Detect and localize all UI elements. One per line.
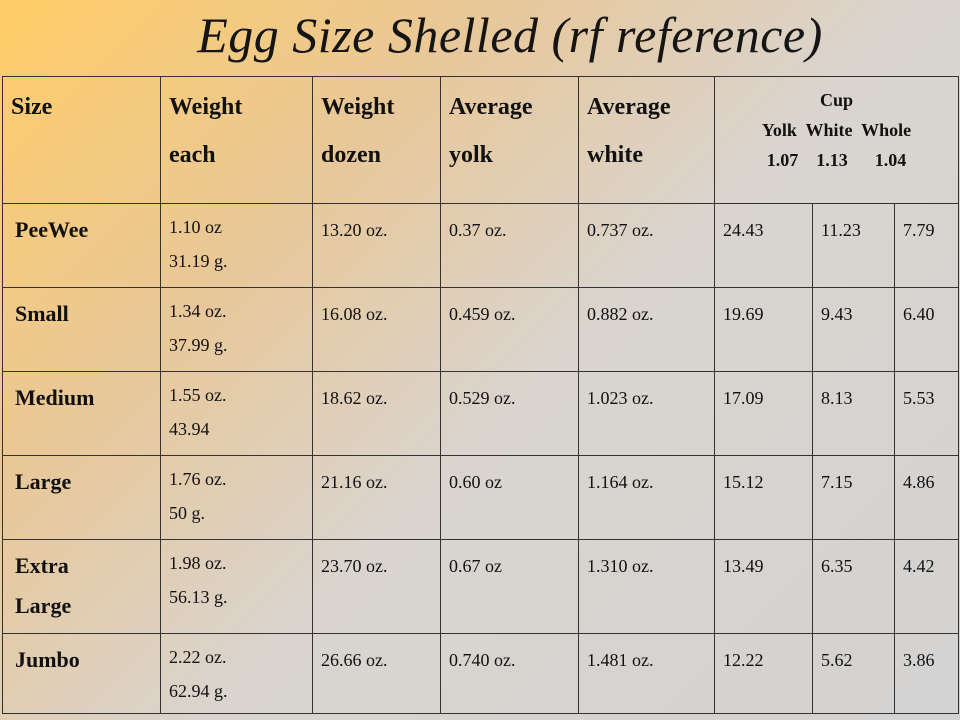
cup-yolk-cell: 24.43 bbox=[714, 203, 813, 288]
header-weight-dozen: Weight dozen bbox=[312, 76, 441, 204]
table-row: Medium 1.55 oz. 43.94 18.62 oz. 0.529 oz.… bbox=[2, 371, 959, 456]
header-average-yolk: Average yolk bbox=[440, 76, 579, 204]
weight-dozen-cell: 21.16 oz. bbox=[312, 455, 441, 540]
size-cell: Small bbox=[2, 287, 161, 372]
weight-each-cell: 1.98 oz. 56.13 g. bbox=[160, 539, 313, 634]
cup-whole-cell: 6.40 bbox=[894, 287, 959, 372]
cup-whole-cell: 3.86 bbox=[894, 633, 959, 714]
cup-white-cell: 7.15 bbox=[812, 455, 895, 540]
avg-yolk-cell: 0.60 oz bbox=[440, 455, 579, 540]
cup-white-cell: 6.35 bbox=[812, 539, 895, 634]
cup-yolk-cell: 17.09 bbox=[714, 371, 813, 456]
avg-white-cell: 1.164 oz. bbox=[578, 455, 715, 540]
page-title: Egg Size Shelled (rf reference) bbox=[197, 7, 823, 63]
cup-yolk-cell: 15.12 bbox=[714, 455, 813, 540]
cup-white-cell: 5.62 bbox=[812, 633, 895, 714]
egg-size-table: Size Weight each Weight dozen Average yo… bbox=[2, 76, 959, 714]
cup-whole-cell: 4.86 bbox=[894, 455, 959, 540]
cup-whole-cell: 4.42 bbox=[894, 539, 959, 634]
weight-dozen-cell: 23.70 oz. bbox=[312, 539, 441, 634]
size-cell: Large bbox=[2, 455, 161, 540]
weight-each-cell: 1.10 oz 31.19 g. bbox=[160, 203, 313, 288]
avg-yolk-cell: 0.740 oz. bbox=[440, 633, 579, 714]
weight-each-cell: 1.76 oz. 50 g. bbox=[160, 455, 313, 540]
weight-dozen-cell: 13.20 oz. bbox=[312, 203, 441, 288]
table-row: Small 1.34 oz. 37.99 g. 16.08 oz. 0.459 o… bbox=[2, 287, 959, 372]
size-cell: Jumbo bbox=[2, 633, 161, 714]
cup-sub: Yolk White Whole bbox=[761, 120, 912, 140]
size-cell: PeeWee bbox=[2, 203, 161, 288]
size-cell: Extra Large bbox=[2, 539, 161, 634]
avg-yolk-cell: 0.529 oz. bbox=[440, 371, 579, 456]
avg-yolk-cell: 0.67 oz bbox=[440, 539, 579, 634]
cup-white-cell: 9.43 bbox=[812, 287, 895, 372]
header-cup: Cup Yolk White Whole 1.07 1.13 1.04 bbox=[714, 76, 959, 204]
cup-whole-cell: 5.53 bbox=[894, 371, 959, 456]
cup-label: Cup bbox=[819, 90, 854, 110]
cup-white-cell: 8.13 bbox=[812, 371, 895, 456]
weight-dozen-cell: 18.62 oz. bbox=[312, 371, 441, 456]
cup-yolk-cell: 12.22 bbox=[714, 633, 813, 714]
weight-each-cell: 1.55 oz. 43.94 bbox=[160, 371, 313, 456]
header-row: Size Weight each Weight dozen Average yo… bbox=[2, 76, 959, 204]
weight-each-cell: 1.34 oz. 37.99 g. bbox=[160, 287, 313, 372]
header-size: Size bbox=[2, 76, 161, 204]
avg-yolk-cell: 0.459 oz. bbox=[440, 287, 579, 372]
avg-white-cell: 0.882 oz. bbox=[578, 287, 715, 372]
table-row: Jumbo 2.22 oz. 62.94 g. 26.66 oz. 0.740 o… bbox=[2, 633, 959, 714]
weight-dozen-cell: 16.08 oz. bbox=[312, 287, 441, 372]
table-row: PeeWee 1.10 oz 31.19 g. 13.20 oz. 0.37 oz… bbox=[2, 203, 959, 288]
avg-white-cell: 0.737 oz. bbox=[578, 203, 715, 288]
weight-dozen-cell: 26.66 oz. bbox=[312, 633, 441, 714]
avg-white-cell: 1.481 oz. bbox=[578, 633, 715, 714]
avg-yolk-cell: 0.37 oz. bbox=[440, 203, 579, 288]
cup-white-cell: 11.23 bbox=[812, 203, 895, 288]
table-row: Large 1.76 oz. 50 g. 21.16 oz. 0.60 oz 1.… bbox=[2, 455, 959, 540]
cup-values: 1.07 1.13 1.04 bbox=[766, 150, 907, 170]
size-cell: Medium bbox=[2, 371, 161, 456]
avg-white-cell: 1.310 oz. bbox=[578, 539, 715, 634]
avg-white-cell: 1.023 oz. bbox=[578, 371, 715, 456]
cup-yolk-cell: 13.49 bbox=[714, 539, 813, 634]
header-weight-each: Weight each bbox=[160, 76, 313, 204]
cup-whole-cell: 7.79 bbox=[894, 203, 959, 288]
table-row: Extra Large 1.98 oz. 56.13 g. 23.70 oz. 0.… bbox=[2, 539, 959, 634]
cup-yolk-cell: 19.69 bbox=[714, 287, 813, 372]
weight-each-cell: 2.22 oz. 62.94 g. bbox=[160, 633, 313, 714]
header-average-white: Average white bbox=[578, 76, 715, 204]
